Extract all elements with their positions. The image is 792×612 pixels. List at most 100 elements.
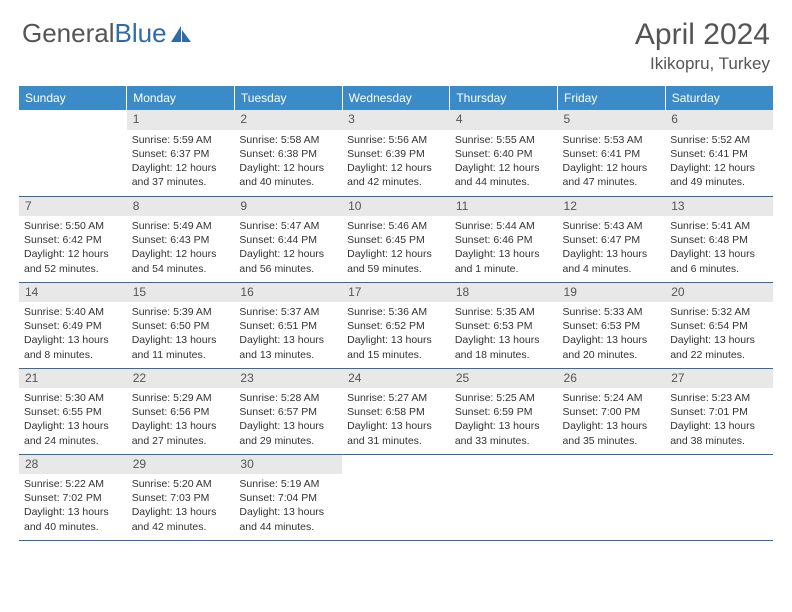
day-detail-line: and 56 minutes. [239, 262, 337, 276]
day-detail-line: Daylight: 12 hours [239, 161, 337, 175]
day-cell: 28Sunrise: 5:22 AMSunset: 7:02 PMDayligh… [19, 454, 127, 540]
day-number: 15 [127, 283, 235, 303]
day-detail-line: Sunset: 6:48 PM [670, 233, 768, 247]
day-detail-line: Sunrise: 5:55 AM [455, 133, 553, 147]
day-detail-line: Sunrise: 5:49 AM [132, 219, 230, 233]
logo: GeneralBlue [22, 18, 193, 49]
day-detail-line: and 44 minutes. [455, 175, 553, 189]
day-header-row: Sunday Monday Tuesday Wednesday Thursday… [19, 86, 773, 110]
day-cell [450, 454, 558, 540]
day-detail-line: Sunrise: 5:36 AM [347, 305, 445, 319]
day-detail-line: Daylight: 13 hours [563, 419, 661, 433]
day-detail-line: Sunset: 7:00 PM [563, 405, 661, 419]
week-row: 7Sunrise: 5:50 AMSunset: 6:42 PMDaylight… [19, 196, 773, 282]
day-detail-line: Sunset: 6:37 PM [132, 147, 230, 161]
week-row: 21Sunrise: 5:30 AMSunset: 6:55 PMDayligh… [19, 368, 773, 454]
day-detail-line: Daylight: 13 hours [24, 505, 122, 519]
day-details: Sunrise: 5:28 AMSunset: 6:57 PMDaylight:… [234, 388, 342, 451]
day-cell: 12Sunrise: 5:43 AMSunset: 6:47 PMDayligh… [558, 196, 666, 282]
day-detail-line: Sunset: 6:43 PM [132, 233, 230, 247]
day-details: Sunrise: 5:33 AMSunset: 6:53 PMDaylight:… [558, 302, 666, 365]
day-detail-line: and 4 minutes. [563, 262, 661, 276]
month-title: April 2024 [635, 18, 770, 52]
day-detail-line: Daylight: 13 hours [239, 419, 337, 433]
day-cell: 10Sunrise: 5:46 AMSunset: 6:45 PMDayligh… [342, 196, 450, 282]
day-detail-line: Daylight: 13 hours [24, 419, 122, 433]
day-detail-line: and 59 minutes. [347, 262, 445, 276]
day-detail-line: and 33 minutes. [455, 434, 553, 448]
day-detail-line: Sunset: 6:46 PM [455, 233, 553, 247]
day-detail-line: Sunset: 6:38 PM [239, 147, 337, 161]
day-detail-line: Daylight: 12 hours [563, 161, 661, 175]
day-detail-line: Daylight: 12 hours [347, 161, 445, 175]
day-number: 1 [127, 110, 235, 130]
day-cell: 1Sunrise: 5:59 AMSunset: 6:37 PMDaylight… [127, 110, 235, 196]
day-cell: 15Sunrise: 5:39 AMSunset: 6:50 PMDayligh… [127, 282, 235, 368]
day-details: Sunrise: 5:27 AMSunset: 6:58 PMDaylight:… [342, 388, 450, 451]
day-detail-line: and 42 minutes. [347, 175, 445, 189]
day-detail-line: Daylight: 12 hours [132, 247, 230, 261]
day-detail-line: Sunset: 6:59 PM [455, 405, 553, 419]
day-cell: 20Sunrise: 5:32 AMSunset: 6:54 PMDayligh… [665, 282, 773, 368]
day-detail-line: Sunset: 6:47 PM [563, 233, 661, 247]
day-details: Sunrise: 5:23 AMSunset: 7:01 PMDaylight:… [665, 388, 773, 451]
day-detail-line: Sunrise: 5:20 AM [132, 477, 230, 491]
day-cell: 7Sunrise: 5:50 AMSunset: 6:42 PMDaylight… [19, 196, 127, 282]
day-detail-line: Sunset: 6:41 PM [563, 147, 661, 161]
logo-text-2: Blue [115, 18, 167, 49]
day-number: 19 [558, 283, 666, 303]
day-detail-line: Sunrise: 5:58 AM [239, 133, 337, 147]
day-details: Sunrise: 5:43 AMSunset: 6:47 PMDaylight:… [558, 216, 666, 279]
day-detail-line: Sunset: 6:53 PM [563, 319, 661, 333]
day-detail-line: Daylight: 13 hours [239, 505, 337, 519]
day-cell: 17Sunrise: 5:36 AMSunset: 6:52 PMDayligh… [342, 282, 450, 368]
day-cell: 3Sunrise: 5:56 AMSunset: 6:39 PMDaylight… [342, 110, 450, 196]
day-number: 2 [234, 110, 342, 130]
day-header: Monday [127, 86, 235, 110]
day-header: Sunday [19, 86, 127, 110]
day-detail-line: Sunset: 6:56 PM [132, 405, 230, 419]
day-details: Sunrise: 5:56 AMSunset: 6:39 PMDaylight:… [342, 130, 450, 193]
day-cell: 29Sunrise: 5:20 AMSunset: 7:03 PMDayligh… [127, 454, 235, 540]
day-details: Sunrise: 5:47 AMSunset: 6:44 PMDaylight:… [234, 216, 342, 279]
day-detail-line: Sunset: 6:39 PM [347, 147, 445, 161]
day-details: Sunrise: 5:55 AMSunset: 6:40 PMDaylight:… [450, 130, 558, 193]
day-number [558, 455, 666, 475]
day-cell: 5Sunrise: 5:53 AMSunset: 6:41 PMDaylight… [558, 110, 666, 196]
day-details: Sunrise: 5:53 AMSunset: 6:41 PMDaylight:… [558, 130, 666, 193]
day-details: Sunrise: 5:32 AMSunset: 6:54 PMDaylight:… [665, 302, 773, 365]
day-detail-line: and 44 minutes. [239, 520, 337, 534]
week-row: 1Sunrise: 5:59 AMSunset: 6:37 PMDaylight… [19, 110, 773, 196]
day-cell: 24Sunrise: 5:27 AMSunset: 6:58 PMDayligh… [342, 368, 450, 454]
day-detail-line: Sunrise: 5:40 AM [24, 305, 122, 319]
day-number: 24 [342, 369, 450, 389]
day-header: Saturday [665, 86, 773, 110]
day-detail-line: Daylight: 13 hours [132, 505, 230, 519]
day-number: 6 [665, 110, 773, 130]
day-cell: 11Sunrise: 5:44 AMSunset: 6:46 PMDayligh… [450, 196, 558, 282]
day-number: 23 [234, 369, 342, 389]
day-detail-line: Sunset: 6:49 PM [24, 319, 122, 333]
day-detail-line: Sunset: 6:53 PM [455, 319, 553, 333]
logo-text-1: General [22, 18, 115, 49]
day-number: 30 [234, 455, 342, 475]
day-detail-line: Sunset: 6:55 PM [24, 405, 122, 419]
day-detail-line: Daylight: 13 hours [239, 333, 337, 347]
day-detail-line: and 42 minutes. [132, 520, 230, 534]
day-cell: 14Sunrise: 5:40 AMSunset: 6:49 PMDayligh… [19, 282, 127, 368]
day-detail-line: Daylight: 13 hours [347, 419, 445, 433]
header: GeneralBlue April 2024 Ikikopru, Turkey [0, 0, 792, 80]
day-detail-line: Sunset: 6:45 PM [347, 233, 445, 247]
day-detail-line: and 15 minutes. [347, 348, 445, 362]
week-row: 14Sunrise: 5:40 AMSunset: 6:49 PMDayligh… [19, 282, 773, 368]
day-detail-line: Daylight: 13 hours [670, 333, 768, 347]
day-cell [665, 454, 773, 540]
day-number: 27 [665, 369, 773, 389]
day-cell: 19Sunrise: 5:33 AMSunset: 6:53 PMDayligh… [558, 282, 666, 368]
day-details: Sunrise: 5:52 AMSunset: 6:41 PMDaylight:… [665, 130, 773, 193]
day-detail-line: Sunset: 6:51 PM [239, 319, 337, 333]
day-detail-line: and 52 minutes. [24, 262, 122, 276]
day-number: 22 [127, 369, 235, 389]
day-detail-line: Daylight: 13 hours [455, 419, 553, 433]
day-detail-line: Daylight: 13 hours [563, 247, 661, 261]
